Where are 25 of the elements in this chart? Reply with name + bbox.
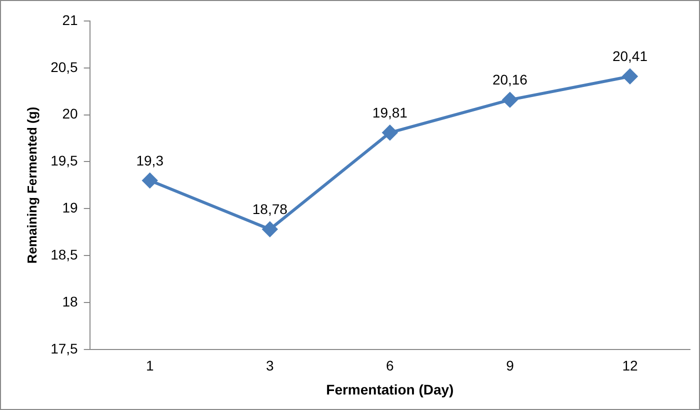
y-tick-label: 18 — [62, 293, 78, 310]
x-tick-label: 6 — [386, 358, 394, 374]
data-label: 20,16 — [492, 72, 528, 88]
x-axis-title: Fermentation (Day) — [326, 381, 454, 398]
y-tick-label: 19,5 — [50, 152, 78, 169]
x-tick-label: 12 — [622, 358, 638, 374]
point — [382, 125, 398, 140]
point — [502, 92, 518, 108]
point — [622, 68, 638, 84]
data-label: 20,41 — [612, 48, 648, 64]
point — [142, 173, 158, 188]
x-tick-label: 1 — [146, 358, 154, 374]
data-label: 19,3 — [136, 152, 164, 168]
data-label: 18,78 — [252, 201, 288, 218]
y-tick-label: 21 — [62, 12, 78, 28]
data-label: 19,81 — [372, 104, 408, 121]
y-tick-label: 19 — [62, 200, 78, 216]
y-tick-label: 18,5 — [50, 246, 78, 262]
x-tick-label: 9 — [506, 358, 514, 374]
y-axis-title: Remaining Fermented (g) — [24, 106, 40, 264]
y-tick-label: 20,5 — [50, 58, 78, 75]
x-tick-label: 3 — [266, 358, 274, 374]
point — [262, 222, 278, 237]
y-tick-label: 17,5 — [50, 340, 78, 356]
y-tick-label: 20 — [62, 106, 78, 122]
